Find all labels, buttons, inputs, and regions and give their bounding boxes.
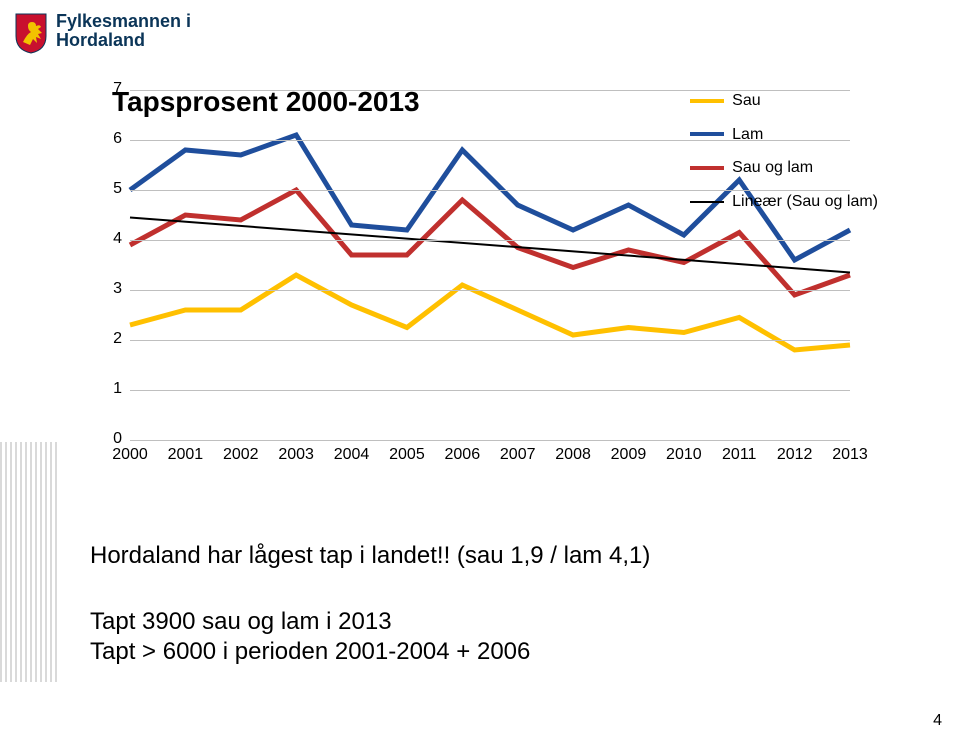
- tapsprosent-chart: SauLamSau og lamLineær (Sau og lam) 0123…: [90, 90, 890, 480]
- left-stripe-decoration: [0, 442, 62, 682]
- org-line-1: Fylkesmannen i: [56, 12, 191, 31]
- x-tick-label: 2000: [112, 446, 148, 464]
- legend-swatch: [690, 99, 724, 103]
- x-tick-label: 2001: [168, 446, 204, 464]
- x-tick-label: 2004: [334, 446, 370, 464]
- x-tick-label: 2012: [777, 446, 813, 464]
- legend-label: Sau: [732, 84, 760, 118]
- body-line-1: Hordaland har lågest tap i landet!! (sau…: [90, 540, 650, 571]
- legend-item: Sau og lam: [690, 151, 878, 185]
- y-tick-label: 4: [92, 230, 122, 248]
- x-tick-label: 2005: [389, 446, 425, 464]
- legend-swatch: [690, 166, 724, 170]
- y-tick-label: 5: [92, 180, 122, 198]
- organization-name: Fylkesmannen i Hordaland: [56, 12, 191, 50]
- legend-item: Sau: [690, 84, 878, 118]
- x-tick-label: 2006: [445, 446, 481, 464]
- body-line-3: Tapt > 6000 i perioden 2001-2004 + 2006: [90, 636, 530, 667]
- x-tick-label: 2008: [555, 446, 591, 464]
- y-tick-label: 7: [92, 80, 122, 98]
- org-line-2: Hordaland: [56, 31, 191, 50]
- fylkesmannen-crest-icon: [14, 12, 48, 54]
- gridline: [130, 390, 850, 391]
- x-tick-label: 2009: [611, 446, 647, 464]
- gridline: [130, 290, 850, 291]
- x-tick-label: 2002: [223, 446, 259, 464]
- legend-label: Sau og lam: [732, 151, 813, 185]
- x-tick-label: 2003: [278, 446, 314, 464]
- legend-swatch: [690, 132, 724, 136]
- legend-label: Lineær (Sau og lam): [732, 185, 878, 219]
- x-tick-label: 2013: [832, 446, 868, 464]
- legend-item: Lineær (Sau og lam): [690, 185, 878, 219]
- gridline: [130, 240, 850, 241]
- gridline: [130, 340, 850, 341]
- header: Fylkesmannen i Hordaland: [14, 12, 191, 54]
- legend-swatch: [690, 201, 724, 203]
- legend-label: Lam: [732, 118, 763, 152]
- x-tick-label: 2007: [500, 446, 536, 464]
- y-tick-label: 2: [92, 330, 122, 348]
- x-tick-label: 2011: [722, 446, 756, 464]
- gridline: [130, 440, 850, 441]
- y-tick-label: 3: [92, 280, 122, 298]
- x-tick-label: 2010: [666, 446, 702, 464]
- chart-legend: SauLamSau og lamLineær (Sau og lam): [690, 84, 878, 218]
- legend-item: Lam: [690, 118, 878, 152]
- y-tick-label: 1: [92, 380, 122, 398]
- y-tick-label: 6: [92, 130, 122, 148]
- slide: { "header": { "org_line1": "Fylkesmannen…: [0, 0, 960, 742]
- page-number: 4: [933, 712, 942, 730]
- body-line-2: Tapt 3900 sau og lam i 2013: [90, 606, 392, 637]
